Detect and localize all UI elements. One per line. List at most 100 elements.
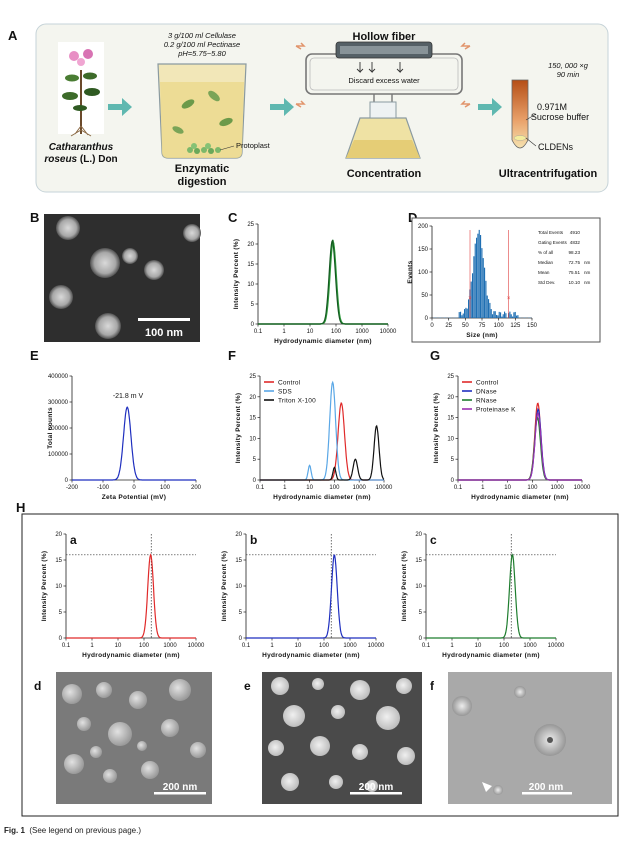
- histogram-bar: [504, 311, 506, 318]
- y-tick-label: 25: [247, 222, 254, 228]
- x-tick-label: 10: [475, 643, 482, 649]
- y-tick-label: 5: [419, 610, 423, 616]
- x-tick-label: 10000: [368, 643, 385, 649]
- x-tick-label: 0.1: [454, 485, 463, 491]
- y-tick-label: 20: [55, 532, 62, 538]
- sub-e-label: e: [244, 679, 251, 693]
- y-tick-label: 100000: [48, 452, 69, 458]
- panel-h-label: H: [16, 500, 25, 515]
- histogram-bar: [464, 309, 466, 318]
- discard-label: Discard excess water: [348, 76, 420, 85]
- protoplast-leader: [219, 145, 235, 151]
- stats-label: Gating Events: [538, 240, 568, 245]
- histogram-bar: [501, 316, 503, 318]
- x-tick-label: 10000: [376, 485, 393, 491]
- x-tick-label: 1: [283, 485, 287, 491]
- y-tick-label: 5: [251, 302, 255, 308]
- panel-e-label: E: [30, 348, 39, 363]
- x-tick-label: 1: [450, 643, 454, 649]
- sub-b-label: b: [250, 533, 257, 547]
- y-tick-label: 15: [247, 262, 254, 268]
- x-tick-label: 1: [270, 643, 274, 649]
- y-tick-label: 200000: [48, 426, 69, 432]
- x-tick-label: 10: [295, 643, 302, 649]
- step-enzymatic-line1: Enzymatic: [175, 163, 229, 175]
- series-line: [458, 411, 582, 481]
- gate-marker: ×: [507, 296, 511, 302]
- y-tick-label: 25: [249, 374, 256, 380]
- x-tick-label: 100: [494, 323, 505, 329]
- histogram-bar: [470, 281, 472, 318]
- y-tick-label: 10: [415, 584, 422, 590]
- x-tick-label: 1000: [163, 643, 177, 649]
- y-tick-label: 0: [253, 478, 257, 484]
- x-tick-label: 100: [329, 485, 340, 491]
- chart-hc: 0.1 1 10 100 1000 10000 0 5 10 15 20 Hydrodynamic d…: [401, 532, 565, 659]
- x-tick-label: 75: [479, 323, 486, 329]
- chart-hb: 0.1 1 10 100 1000 10000 0 5 10 15 20 Hydrodynamic d…: [221, 532, 385, 659]
- x-tick-label: 1000: [353, 485, 367, 491]
- y-axis-label: Intensity Percent (%): [41, 551, 48, 622]
- stats-label: % of all: [538, 250, 553, 255]
- step-enzymatic-line2: digestion: [178, 176, 227, 188]
- x-tick-label: 1: [90, 643, 94, 649]
- x-tick-label: 0: [430, 323, 434, 329]
- x-axis-label: Hydrodynamic diameter (nm): [262, 652, 360, 659]
- protoplast-label: Protoplast: [236, 141, 271, 150]
- y-tick-label: 0: [65, 478, 69, 484]
- series-line: [66, 553, 196, 639]
- y-tick-label: 10: [55, 584, 62, 590]
- chart-d: 0 25 50 75 100 125 150 0 50 100 150 200 Size (nm) Eve…: [407, 217, 601, 343]
- y-axis-label: Intensity Percent (%): [235, 393, 242, 464]
- series-line: [458, 402, 582, 481]
- cldens-label: CLDENs: [538, 142, 574, 152]
- caption-text: (See legend on previous page.): [29, 826, 141, 835]
- x-tick-label: 1000: [551, 485, 565, 491]
- y-axis-label: Intensity Percent (%): [221, 551, 228, 622]
- plant-name-line1: Catharanthus: [49, 142, 114, 153]
- histogram-bar: [493, 311, 495, 318]
- plant-name-suffix: (L.) Don: [77, 154, 118, 165]
- panel-a-label: A: [8, 28, 18, 43]
- histogram-bar: [481, 248, 483, 318]
- y-tick-label: 10: [249, 436, 256, 442]
- histogram-bar: [498, 311, 500, 318]
- y-tick-label: 5: [253, 457, 257, 463]
- axis-line: [65, 534, 196, 639]
- y-tick-label: 0: [59, 636, 63, 642]
- axis-line: [245, 534, 376, 639]
- scale-bar-b: 100 nm: [145, 327, 183, 339]
- stats-label: Mean: [538, 270, 550, 275]
- series-line: [426, 553, 556, 639]
- histogram-bar: [477, 233, 479, 318]
- sucrose-buffer: Sucrose buffer: [531, 112, 589, 122]
- zeta-annotation: -21.8 m V: [113, 393, 144, 400]
- panel-f-label: F: [228, 348, 236, 363]
- y-tick-label: 15: [249, 416, 256, 422]
- x-axis-label: Hydrodynamic diameter (nm): [274, 338, 372, 345]
- y-tick-label: 10: [247, 282, 254, 288]
- y-tick-label: 10: [235, 584, 242, 590]
- series-line: [260, 401, 384, 481]
- tem-image-f: [448, 672, 612, 804]
- y-tick-label: 100: [418, 270, 429, 276]
- histogram-bar: [492, 314, 494, 318]
- series-line: [246, 554, 376, 639]
- stats-unit: nm: [584, 260, 591, 265]
- histogram-bar: [509, 311, 511, 318]
- histogram-bar: [460, 311, 462, 318]
- x-tick-label: 100: [527, 485, 538, 491]
- series-line: [458, 416, 582, 481]
- x-tick-label: 1000: [523, 643, 537, 649]
- gate-marker: ×: [468, 296, 472, 302]
- y-tick-label: 5: [59, 610, 63, 616]
- legend-entry: Control: [476, 379, 499, 386]
- histogram-bar: [494, 311, 496, 318]
- histogram-bar: [472, 273, 474, 318]
- y-tick-label: 15: [415, 558, 422, 564]
- centrifuge-tube-icon: [511, 79, 537, 149]
- plant-name-species: roseus: [44, 154, 77, 165]
- y-axis-label: Events: [407, 260, 414, 283]
- stats-value: 98.23: [569, 250, 581, 255]
